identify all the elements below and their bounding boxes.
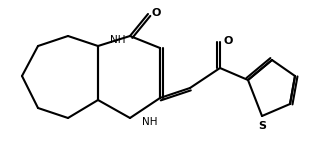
Text: NH: NH <box>142 117 158 127</box>
Text: NH: NH <box>110 35 125 45</box>
Text: O: O <box>224 36 233 46</box>
Text: S: S <box>258 121 266 131</box>
Text: O: O <box>152 8 161 18</box>
